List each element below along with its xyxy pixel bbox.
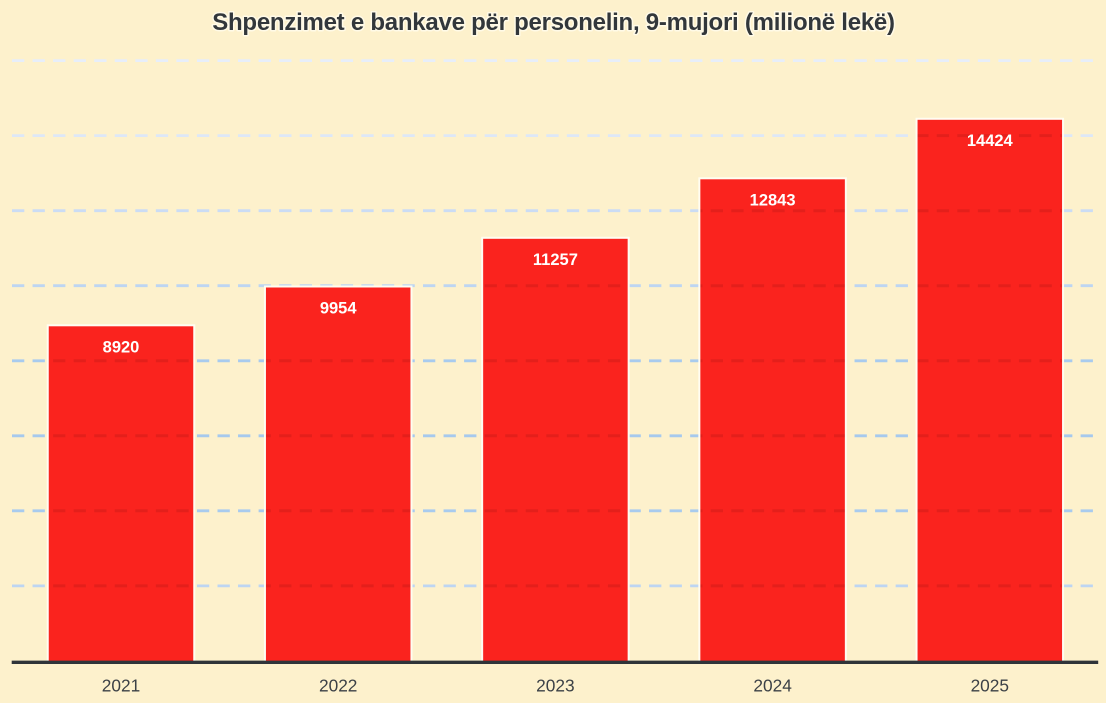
svg-text:2025: 2025 xyxy=(971,676,1009,696)
svg-text:2023: 2023 xyxy=(536,676,574,696)
svg-text:2022: 2022 xyxy=(319,676,357,696)
svg-text:14424: 14424 xyxy=(967,132,1014,150)
svg-text:Shpenzimet e bankave për perso: Shpenzimet e bankave për personelin, 9-m… xyxy=(212,9,895,36)
svg-text:2021: 2021 xyxy=(102,676,140,696)
svg-text:2024: 2024 xyxy=(753,676,792,696)
svg-text:12843: 12843 xyxy=(750,191,796,209)
svg-text:8920: 8920 xyxy=(103,338,140,356)
svg-text:9954: 9954 xyxy=(320,300,358,318)
svg-text:11257: 11257 xyxy=(533,251,578,269)
